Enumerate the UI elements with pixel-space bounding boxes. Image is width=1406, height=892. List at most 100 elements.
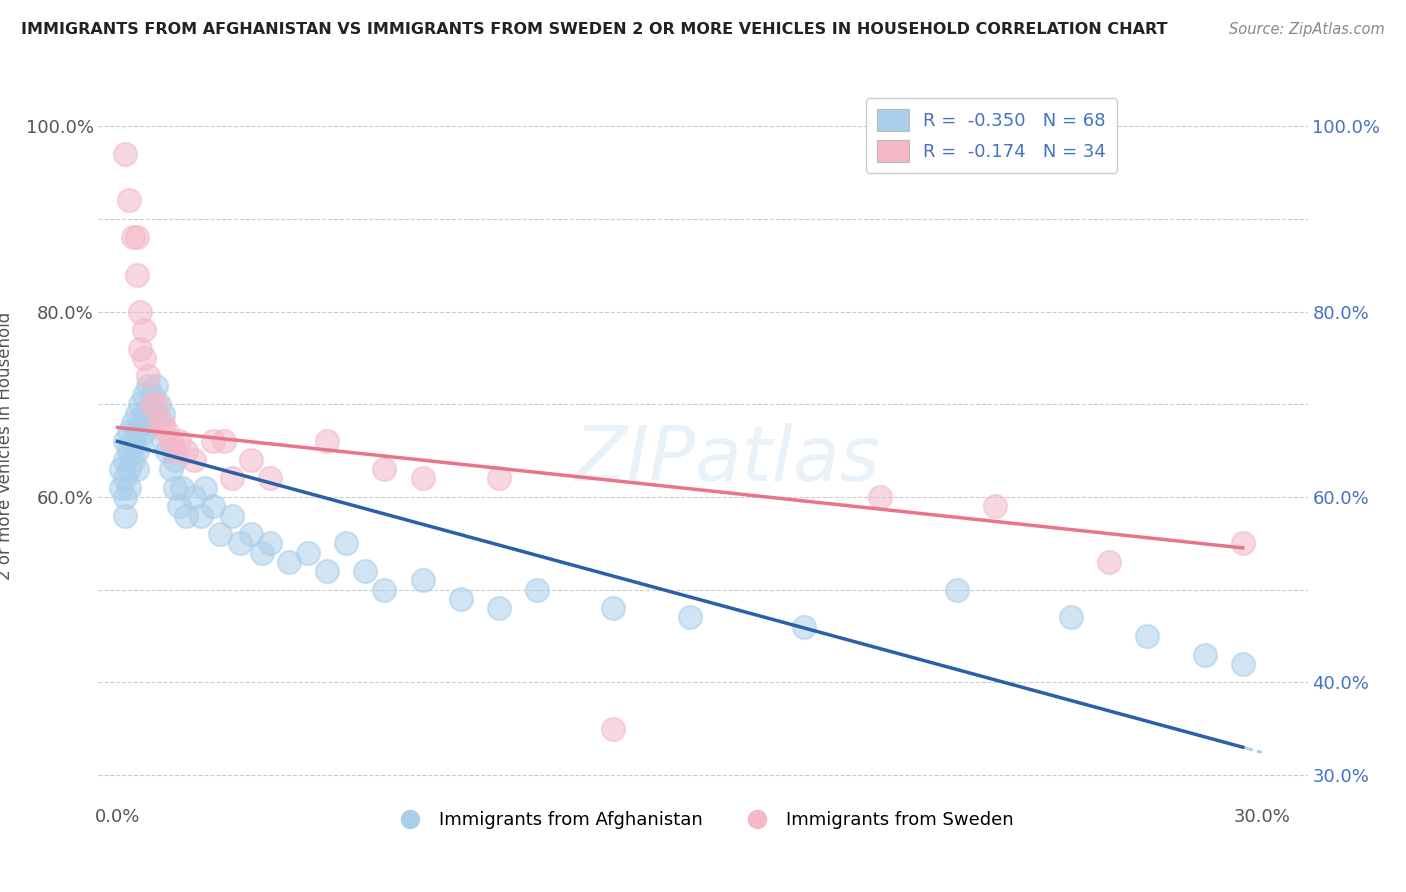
Point	[174, 443, 197, 458]
Point	[152, 434, 174, 449]
Point	[125, 268, 148, 282]
Point	[152, 407, 174, 421]
Point	[526, 582, 548, 597]
Point	[145, 378, 167, 392]
Point	[114, 453, 136, 467]
Point	[201, 434, 224, 449]
Point	[214, 434, 236, 449]
Point	[125, 230, 148, 244]
Point	[156, 425, 179, 439]
Point	[141, 416, 163, 430]
Point	[148, 416, 170, 430]
Point	[114, 490, 136, 504]
Legend: Immigrants from Afghanistan, Immigrants from Sweden: Immigrants from Afghanistan, Immigrants …	[385, 805, 1021, 837]
Point	[136, 407, 159, 421]
Point	[240, 453, 263, 467]
Point	[221, 508, 243, 523]
Point	[134, 425, 156, 439]
Point	[316, 434, 339, 449]
Point	[252, 545, 274, 559]
Point	[602, 601, 624, 615]
Point	[259, 471, 281, 485]
Point	[160, 462, 183, 476]
Point	[450, 591, 472, 606]
Point	[201, 500, 224, 514]
Point	[1232, 657, 1254, 671]
Point	[1136, 629, 1159, 643]
Point	[793, 620, 815, 634]
Text: IMMIGRANTS FROM AFGHANISTAN VS IMMIGRANTS FROM SWEDEN 2 OR MORE VEHICLES IN HOUS: IMMIGRANTS FROM AFGHANISTAN VS IMMIGRANT…	[21, 22, 1167, 37]
Point	[148, 397, 170, 411]
Point	[172, 481, 194, 495]
Point	[209, 527, 232, 541]
Point	[145, 397, 167, 411]
Point	[259, 536, 281, 550]
Point	[1232, 536, 1254, 550]
Point	[228, 536, 250, 550]
Point	[984, 500, 1007, 514]
Point	[129, 397, 152, 411]
Point	[141, 397, 163, 411]
Point	[174, 508, 197, 523]
Point	[110, 481, 132, 495]
Point	[335, 536, 357, 550]
Point	[156, 443, 179, 458]
Point	[114, 471, 136, 485]
Text: Source: ZipAtlas.com: Source: ZipAtlas.com	[1229, 22, 1385, 37]
Point	[183, 490, 205, 504]
Point	[121, 230, 143, 244]
Point	[125, 425, 148, 439]
Point	[194, 481, 217, 495]
Point	[125, 443, 148, 458]
Point	[110, 462, 132, 476]
Point	[183, 453, 205, 467]
Point	[114, 508, 136, 523]
Point	[163, 443, 186, 458]
Point	[373, 582, 395, 597]
Point	[118, 443, 141, 458]
Point	[412, 471, 434, 485]
Point	[129, 434, 152, 449]
Text: ZIPatlas: ZIPatlas	[575, 424, 880, 497]
Point	[679, 610, 702, 624]
Point	[316, 564, 339, 578]
Point	[167, 500, 190, 514]
Point	[121, 416, 143, 430]
Point	[129, 342, 152, 356]
Point	[145, 407, 167, 421]
Point	[221, 471, 243, 485]
Point	[412, 574, 434, 588]
Point	[869, 490, 891, 504]
Point	[354, 564, 377, 578]
Point	[1060, 610, 1083, 624]
Point	[160, 434, 183, 449]
Point	[136, 378, 159, 392]
Point	[114, 434, 136, 449]
Point	[240, 527, 263, 541]
Point	[121, 453, 143, 467]
Point	[134, 388, 156, 402]
Point	[114, 147, 136, 161]
Point	[129, 416, 152, 430]
Point	[136, 369, 159, 384]
Point	[141, 388, 163, 402]
Point	[1098, 555, 1121, 569]
Point	[134, 407, 156, 421]
Point	[134, 351, 156, 365]
Point	[125, 462, 148, 476]
Y-axis label: 2 or more Vehicles in Household: 2 or more Vehicles in Household	[0, 312, 14, 580]
Point	[118, 481, 141, 495]
Point	[488, 601, 510, 615]
Point	[134, 323, 156, 337]
Point	[1194, 648, 1216, 662]
Point	[190, 508, 212, 523]
Point	[118, 462, 141, 476]
Point	[373, 462, 395, 476]
Point	[125, 407, 148, 421]
Point	[297, 545, 319, 559]
Point	[488, 471, 510, 485]
Point	[152, 416, 174, 430]
Point	[278, 555, 301, 569]
Point	[121, 434, 143, 449]
Point	[129, 304, 152, 318]
